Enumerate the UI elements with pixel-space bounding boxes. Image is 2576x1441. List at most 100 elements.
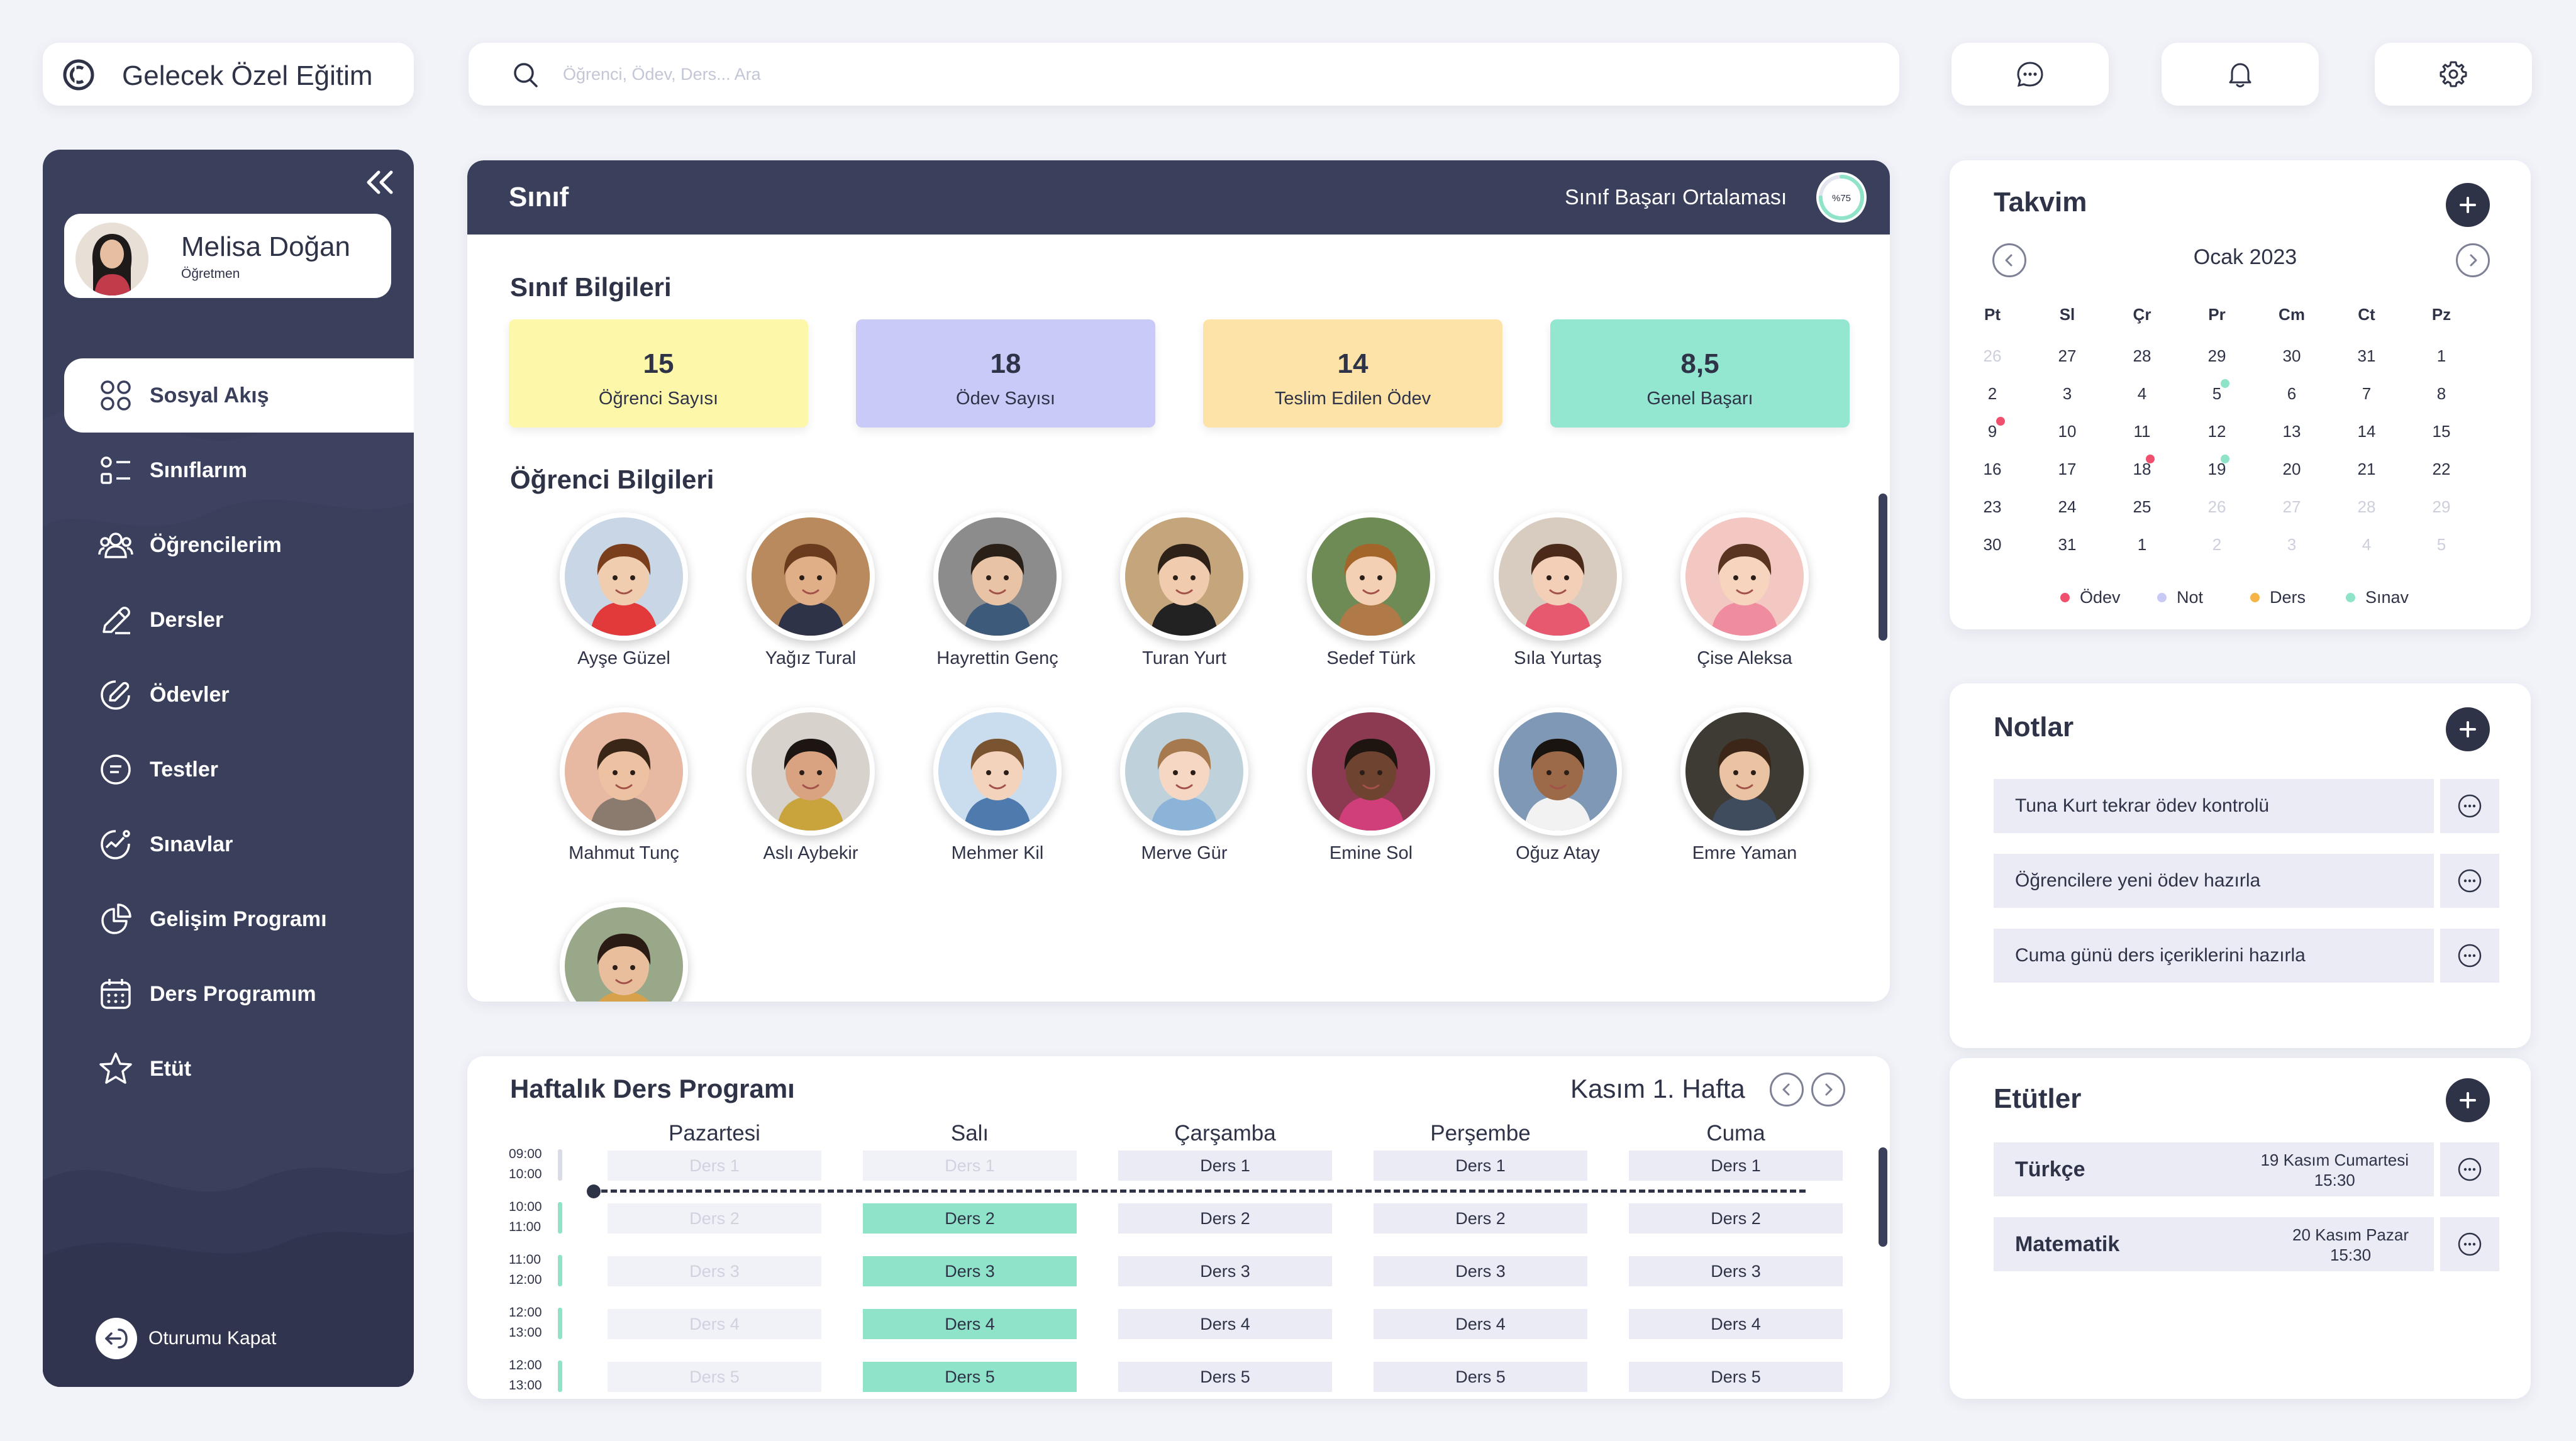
lesson-slot[interactable]: Ders 1	[1629, 1151, 1843, 1181]
student-card[interactable]: Emine Sol	[1278, 707, 1464, 864]
stat-card-odev[interactable]: 18 Ödev Sayısı	[856, 319, 1155, 428]
nav-item-dersler[interactable]: Dersler	[64, 583, 414, 657]
note-options-button[interactable]	[2440, 929, 2499, 983]
lesson-slot[interactable]: Ders 1	[608, 1151, 821, 1181]
lesson-slot[interactable]: Ders 4	[1374, 1309, 1587, 1339]
calendar-day[interactable]: 9	[1987, 422, 1997, 441]
lesson-slot[interactable]: Ders 1	[1374, 1151, 1587, 1181]
lesson-slot[interactable]: Ders 2	[1374, 1203, 1587, 1234]
calendar-day[interactable]: 20	[2282, 460, 2301, 478]
add-event-button[interactable]	[2446, 183, 2490, 227]
calendar-day[interactable]: 2	[2212, 535, 2222, 554]
calendar-day[interactable]: 23	[1983, 497, 2002, 516]
student-card[interactable]: Sedef Türk	[1278, 512, 1464, 669]
student-list-scrollbar[interactable]	[1879, 494, 1887, 641]
calendar-day[interactable]: 3	[2062, 384, 2072, 403]
schedule-scrollbar[interactable]	[1879, 1147, 1887, 1247]
add-note-button[interactable]	[2446, 707, 2490, 751]
student-card[interactable]: Sıla Yurtaş	[1465, 512, 1651, 669]
calendar-day[interactable]: 11	[2133, 422, 2151, 441]
prev-month-button[interactable]	[1992, 243, 2026, 277]
student-card[interactable]: Ayşe Güzel	[531, 512, 717, 669]
calendar-day[interactable]: 7	[2362, 384, 2372, 403]
etut-item[interactable]: Matematik 20 Kasım Pazar 15:30	[1994, 1217, 2434, 1271]
lesson-slot[interactable]: Ders 4	[1118, 1309, 1332, 1339]
etut-options-button[interactable]	[2440, 1142, 2499, 1196]
calendar-day[interactable]: 28	[2133, 346, 2151, 365]
calendar-day[interactable]: 31	[2058, 535, 2077, 554]
lesson-slot[interactable]: Ders 5	[863, 1362, 1077, 1392]
calendar-day[interactable]: 6	[2287, 384, 2297, 403]
lesson-slot[interactable]: Ders 5	[1118, 1362, 1332, 1392]
calendar-day[interactable]: 8	[2436, 384, 2446, 403]
search-bar[interactable]	[469, 43, 1899, 106]
etut-item[interactable]: Türkçe 19 Kasım Cumartesi 15:30	[1994, 1142, 2434, 1196]
lesson-slot[interactable]: Ders 5	[1629, 1362, 1843, 1392]
collapse-sidebar-button[interactable]	[360, 163, 401, 201]
nav-item-siniflarim[interactable]: Sınıflarım	[64, 433, 414, 507]
calendar-day[interactable]: 18	[2133, 460, 2151, 478]
messages-button[interactable]	[1951, 43, 2109, 106]
add-etut-button[interactable]	[2446, 1078, 2490, 1122]
calendar-day[interactable]: 1	[2137, 535, 2147, 554]
calendar-day[interactable]: 24	[2058, 497, 2077, 516]
calendar-day[interactable]: 25	[2133, 497, 2151, 516]
stat-card-basari[interactable]: 8,5 Genel Başarı	[1550, 319, 1850, 428]
lesson-slot[interactable]: Ders 2	[1629, 1203, 1843, 1234]
calendar-day[interactable]: 19	[2207, 460, 2226, 478]
lesson-slot[interactable]: Ders 4	[1629, 1309, 1843, 1339]
calendar-day[interactable]: 17	[2058, 460, 2077, 478]
student-card[interactable]: Mehmer Kil	[904, 707, 1091, 864]
student-card[interactable]: Oğuz Atay	[1465, 707, 1651, 864]
student-card[interactable]	[531, 902, 717, 1002]
student-card[interactable]: Merve Gür	[1091, 707, 1277, 864]
calendar-day[interactable]: 2	[1987, 384, 1997, 403]
search-input[interactable]	[563, 59, 1695, 89]
lesson-slot[interactable]: Ders 3	[863, 1256, 1077, 1286]
next-week-button[interactable]	[1811, 1073, 1845, 1107]
calendar-day[interactable]: 27	[2058, 346, 2077, 365]
calendar-day[interactable]: 29	[2432, 497, 2451, 516]
calendar-day[interactable]: 30	[2282, 346, 2301, 365]
nav-item-sosyal-akis[interactable]: Sosyal Akış	[64, 358, 414, 433]
student-card[interactable]: Yağız Tural	[718, 512, 904, 669]
nav-item-ogrencilerim[interactable]: Öğrencilerim	[64, 508, 414, 582]
calendar-day[interactable]: 28	[2357, 497, 2376, 516]
calendar-day[interactable]: 14	[2357, 422, 2376, 441]
note-item[interactable]: Cuma günü ders içeriklerini hazırla	[1994, 929, 2434, 983]
calendar-day[interactable]: 5	[2436, 535, 2446, 554]
lesson-slot[interactable]: Ders 5	[1374, 1362, 1587, 1392]
student-card[interactable]: Aslı Aybekir	[718, 707, 904, 864]
lesson-slot[interactable]: Ders 2	[1118, 1203, 1332, 1234]
stat-card-ogrenci[interactable]: 15 Öğrenci Sayısı	[509, 319, 808, 428]
logout-button[interactable]: Oturumu Kapat	[96, 1318, 276, 1359]
calendar-day[interactable]: 29	[2207, 346, 2226, 365]
next-month-button[interactable]	[2456, 243, 2490, 277]
user-profile-card[interactable]: Melisa Doğan Öğretmen	[64, 214, 391, 298]
lesson-slot[interactable]: Ders 5	[608, 1362, 821, 1392]
calendar-day[interactable]: 27	[2282, 497, 2301, 516]
student-card[interactable]: Turan Yurt	[1091, 512, 1277, 669]
student-card[interactable]: Mahmut Tunç	[531, 707, 717, 864]
lesson-slot[interactable]: Ders 2	[608, 1203, 821, 1234]
calendar-day[interactable]: 3	[2287, 535, 2297, 554]
calendar-day[interactable]: 13	[2282, 422, 2301, 441]
student-card[interactable]: Çise Aleksa	[1652, 512, 1838, 669]
calendar-day[interactable]: 30	[1983, 535, 2002, 554]
calendar-day[interactable]: 22	[2432, 460, 2451, 478]
calendar-day[interactable]: 1	[2436, 346, 2446, 365]
lesson-slot[interactable]: Ders 2	[863, 1203, 1077, 1234]
note-item[interactable]: Tuna Kurt tekrar ödev kontrolü	[1994, 779, 2434, 833]
logo-box[interactable]: Gelecek Özel Eğitim	[43, 43, 414, 106]
calendar-day[interactable]: 4	[2137, 384, 2147, 403]
calendar-day[interactable]: 21	[2357, 460, 2376, 478]
calendar-day[interactable]: 31	[2357, 346, 2376, 365]
lesson-slot[interactable]: Ders 3	[1629, 1256, 1843, 1286]
calendar-day[interactable]: 5	[2212, 384, 2222, 403]
nav-item-ders-programim[interactable]: Ders Programım	[64, 957, 414, 1031]
calendar-day[interactable]: 10	[2058, 422, 2077, 441]
lesson-slot[interactable]: Ders 1	[863, 1151, 1077, 1181]
note-item[interactable]: Öğrencilere yeni ödev hazırla	[1994, 854, 2434, 908]
nav-item-etut[interactable]: Etüt	[64, 1032, 414, 1106]
calendar-day[interactable]: 4	[2362, 535, 2372, 554]
